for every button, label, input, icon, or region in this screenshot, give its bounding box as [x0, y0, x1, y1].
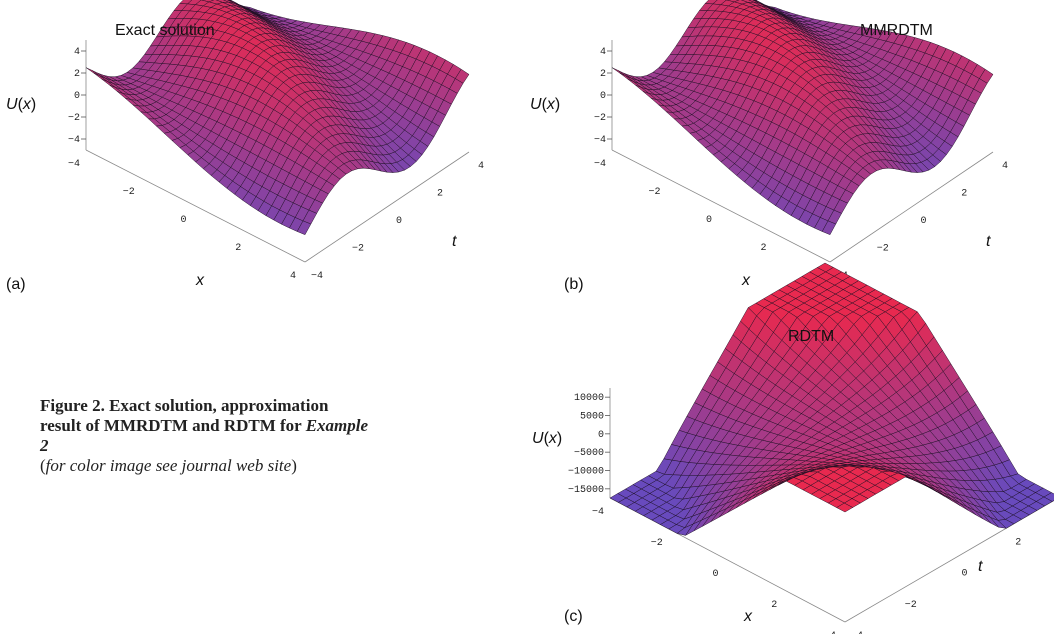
- t-tick-label: 2: [1015, 537, 1021, 548]
- z-tick-label: 4: [74, 47, 80, 58]
- caption-bold: Figure 2. Exact solution, approximation …: [40, 396, 329, 435]
- t-tick-label: 4: [1002, 161, 1008, 172]
- t-tick-label: 2: [437, 189, 443, 200]
- surface-patch: [85, 67, 100, 77]
- t-tick-label: 0: [920, 216, 926, 227]
- x-tick-label: −4: [592, 507, 604, 518]
- t-tick-label: 0: [961, 569, 967, 580]
- z-tick-label: −4: [68, 135, 80, 146]
- x-tick-label: −2: [651, 538, 663, 549]
- x-tick-label: −4: [68, 159, 80, 170]
- plot-title: Exact solution: [115, 22, 215, 39]
- x-tick-label: −2: [123, 187, 135, 198]
- panel-label: (c): [564, 608, 583, 625]
- surface-svg: 4 2 0 −2 −4 −4 −2 0 2 4 −4 −2 0 2 4: [68, 0, 484, 282]
- x-tick-label: 2: [771, 600, 777, 611]
- z-axis-label: U(x): [532, 430, 563, 447]
- x-tick-label: 0: [712, 569, 718, 580]
- x-tick-label: 0: [180, 215, 186, 226]
- x-tick-label: 2: [235, 243, 241, 254]
- t-axis-label: t: [978, 558, 983, 575]
- x-tick-label: −2: [648, 187, 660, 198]
- caption-example: Example 2: [40, 416, 369, 455]
- z-tick-label: 2: [600, 69, 606, 80]
- panel-label: (b): [564, 276, 584, 293]
- caption-paren: ): [291, 456, 297, 475]
- t-axis-label: t: [986, 233, 991, 250]
- x-tick-label: 4: [830, 631, 836, 634]
- surface-patch: [611, 67, 626, 77]
- x-axis-label: x: [196, 272, 204, 289]
- z-tick-label: 4: [600, 47, 606, 58]
- z-tick-label: −2: [594, 113, 606, 124]
- t-tick-label: −4: [851, 631, 863, 634]
- z-tick-label: 0: [74, 91, 80, 102]
- x-axis-label: x: [742, 272, 750, 289]
- z-tick-label: −15000: [568, 485, 604, 496]
- t-tick-label: 0: [396, 216, 402, 227]
- surface-plot-exact: 4 2 0 −2 −4 −4 −2 0 2 4 −4 −2 0 2 4 Exact solution U(x…: [0, 0, 500, 300]
- surface-patch: [836, 502, 854, 513]
- z-tick-label: 2: [74, 69, 80, 80]
- x-tick-label: −4: [594, 159, 606, 170]
- t-tick-label: 2: [961, 189, 967, 200]
- t-axis-label: t: [452, 233, 457, 250]
- caption-note: for color image see journal web site: [45, 456, 292, 475]
- x-tick-label: 4: [290, 271, 296, 282]
- z-tick-label: −10000: [568, 467, 604, 478]
- t-tick-label: −2: [877, 244, 889, 255]
- z-axis-label: U(x): [530, 96, 561, 113]
- x-tick-label: 0: [706, 215, 712, 226]
- z-tick-label: 0: [600, 91, 606, 102]
- x-tick-label: 2: [760, 243, 766, 254]
- surface-mesh: [611, 0, 994, 235]
- z-tick-label: −4: [594, 135, 606, 146]
- surface-mesh: [609, 262, 1054, 536]
- z-tick-label: −5000: [574, 448, 604, 459]
- t-tick-label: −2: [905, 600, 917, 611]
- surface-plot-rdtm: 10000 5000 0 −5000 −10000 −15000 −4 −2 0 2 4 −4 −2 0 2…: [530, 262, 1054, 634]
- plot-title: RDTM: [788, 328, 835, 345]
- z-axis-label: U(x): [6, 96, 37, 113]
- surface-patch: [821, 220, 837, 235]
- z-tick-label: 0: [598, 430, 604, 441]
- t-tick-label: −4: [311, 271, 323, 282]
- surface-svg: 10000 5000 0 −5000 −10000 −15000 −4 −2 0 2 4 −4 −2 0 2…: [568, 262, 1054, 634]
- z-tick-label: 5000: [580, 412, 604, 423]
- panel-label: (a): [6, 276, 26, 293]
- z-tick-label: −2: [68, 113, 80, 124]
- t-tick-label: 4: [478, 161, 484, 172]
- x-axis-label: x: [744, 608, 752, 625]
- t-tick-label: −2: [352, 244, 364, 255]
- plot-title: MMRDTM: [860, 22, 933, 39]
- surface-patch: [296, 220, 312, 235]
- z-tick-label: 10000: [574, 393, 604, 404]
- figure-caption: Figure 2. Exact solution, approximation …: [40, 396, 370, 476]
- caption-paren: (: [40, 456, 46, 475]
- surface-mesh: [85, 0, 470, 235]
